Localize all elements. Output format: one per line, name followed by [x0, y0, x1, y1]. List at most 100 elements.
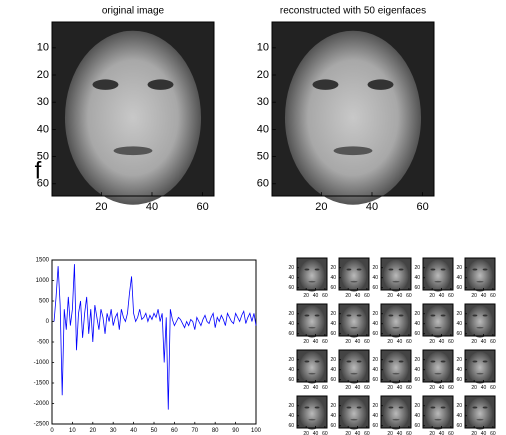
y-tick-label: 40 — [372, 367, 378, 373]
y-tick-label: 20 — [372, 357, 378, 363]
x-tick-label: 40 — [481, 431, 487, 435]
chart-title: reconstructed with 50 eigenfaces — [280, 6, 426, 17]
axes-box — [271, 21, 435, 197]
x-tick-label: 60 — [448, 431, 454, 435]
y-tick-label: 60 — [372, 285, 378, 291]
x-tick-label: 40 — [355, 293, 361, 299]
y-tick-label: 40 — [372, 275, 378, 281]
x-tick-label: 40 — [146, 201, 158, 213]
y-tick-label: 40 — [456, 321, 462, 327]
y-tick-label: 50 — [257, 150, 269, 162]
y-tick-label: 60 — [372, 331, 378, 337]
image-face — [425, 351, 451, 384]
x-tick-label: 60 — [448, 385, 454, 391]
axes-box — [464, 395, 496, 429]
image-mouth — [350, 280, 358, 283]
y-tick-label: 40 — [288, 321, 294, 327]
axes-box — [338, 303, 370, 337]
x-tick-label: 40 — [355, 339, 361, 345]
axes-box — [338, 349, 370, 383]
image-face — [425, 305, 451, 338]
y-tick-label: 60 — [330, 331, 336, 337]
image-eye — [314, 314, 320, 317]
image-eye — [304, 360, 310, 363]
image-face — [341, 351, 367, 384]
x-tick-label: 60 — [196, 201, 208, 213]
y-tick-label: 40 — [414, 367, 420, 373]
x-tick-label: 20 — [429, 431, 435, 435]
image-mouth — [434, 418, 442, 421]
x-tick-label: 60 — [322, 385, 328, 391]
image-eye — [346, 314, 352, 317]
image-eye — [430, 268, 436, 271]
y-tick-label: 40 — [414, 321, 420, 327]
image-eye — [356, 360, 362, 363]
y-tick-label: 40 — [288, 413, 294, 419]
image-eye — [440, 268, 446, 271]
x-tick-label: 20 — [345, 339, 351, 345]
x-tick-label: 40 — [313, 385, 319, 391]
y-tick-label: 60 — [372, 423, 378, 429]
axes-box — [380, 303, 412, 337]
image-eye — [92, 79, 119, 90]
y-tick-label: 20 — [456, 357, 462, 363]
axes-box — [51, 21, 215, 197]
x-tick-label: 60 — [490, 431, 496, 435]
x-tick-label: 60 — [364, 339, 370, 345]
y-tick-label: 20 — [372, 311, 378, 317]
axes-box — [296, 303, 328, 337]
x-tick-label: 10 — [69, 428, 76, 434]
image-mouth — [308, 418, 316, 421]
y-tick-label: 1500 — [36, 258, 50, 264]
y-tick-label: 20 — [414, 357, 420, 363]
x-tick-label: 40 — [313, 431, 319, 435]
image-mouth — [113, 146, 153, 156]
x-tick-label: 70 — [191, 428, 198, 434]
x-tick-label: 60 — [364, 385, 370, 391]
image-face — [341, 397, 367, 430]
image-face — [467, 397, 493, 430]
image-eye — [398, 406, 404, 409]
y-tick-label: 60 — [456, 423, 462, 429]
image-mouth — [434, 280, 442, 283]
x-tick-label: 20 — [387, 385, 393, 391]
image-eye — [314, 360, 320, 363]
y-tick-label: 10 — [37, 42, 49, 54]
x-tick-label: 20 — [471, 293, 477, 299]
x-tick-label: 20 — [303, 293, 309, 299]
x-tick-label: 60 — [364, 431, 370, 435]
image-face — [383, 351, 409, 384]
image-eye — [472, 314, 478, 317]
image-mouth — [392, 326, 400, 329]
x-tick-label: 60 — [322, 431, 328, 435]
x-tick-label: 20 — [303, 385, 309, 391]
y-tick-label: 60 — [288, 285, 294, 291]
x-tick-label: 90 — [232, 428, 239, 434]
y-tick-label: -2000 — [34, 401, 50, 407]
x-tick-label: 20 — [471, 431, 477, 435]
image-face — [467, 351, 493, 384]
y-tick-label: 60 — [288, 377, 294, 383]
image-mouth — [392, 280, 400, 283]
x-tick-label: 20 — [429, 339, 435, 345]
image-eye — [388, 360, 394, 363]
x-tick-label: 20 — [471, 339, 477, 345]
x-tick-label: 60 — [406, 293, 412, 299]
image-mouth — [476, 372, 484, 375]
y-tick-label: -1000 — [34, 360, 50, 366]
image-eye — [482, 360, 488, 363]
y-tick-label: 40 — [456, 275, 462, 281]
y-tick-label: 20 — [288, 311, 294, 317]
y-tick-label: 60 — [288, 331, 294, 337]
x-tick-label: 20 — [345, 293, 351, 299]
axes-box — [422, 303, 454, 337]
image-eye — [304, 268, 310, 271]
y-tick-label: 40 — [330, 275, 336, 281]
y-tick-label: 20 — [257, 69, 269, 81]
image-face — [299, 305, 325, 338]
x-tick-label: 40 — [397, 339, 403, 345]
y-tick-label: 60 — [330, 377, 336, 383]
x-tick-label: 40 — [397, 385, 403, 391]
y-tick-label: 20 — [456, 265, 462, 271]
image-eye — [398, 360, 404, 363]
